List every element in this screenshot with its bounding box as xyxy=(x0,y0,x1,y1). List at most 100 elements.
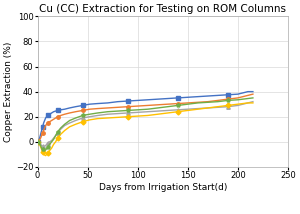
R1A xyxy=(42,122,45,124)
R1D xyxy=(45,153,48,156)
R1D xyxy=(136,115,140,117)
R1 xyxy=(63,123,66,126)
R1A xyxy=(116,100,119,103)
R1B xyxy=(48,120,51,123)
R1C xyxy=(146,110,150,113)
R1D xyxy=(37,142,40,144)
R1A xyxy=(39,133,42,136)
R1D xyxy=(44,154,47,157)
R1A xyxy=(236,93,240,95)
R1D xyxy=(74,123,77,126)
R1D xyxy=(116,116,119,119)
R1C xyxy=(43,145,46,147)
R1D xyxy=(206,107,210,109)
R1B xyxy=(186,102,190,104)
R1B xyxy=(63,113,66,116)
Line: R1C: R1C xyxy=(36,100,255,149)
R1A xyxy=(126,100,130,102)
R1A xyxy=(106,102,110,104)
R1D xyxy=(39,146,42,148)
R1 xyxy=(81,114,85,117)
R1C xyxy=(39,143,42,146)
R1B xyxy=(74,110,77,113)
R1 xyxy=(36,141,39,143)
R1 xyxy=(74,117,77,119)
R1A xyxy=(46,114,50,117)
R1C xyxy=(63,124,66,127)
R1D xyxy=(241,102,245,105)
R1D xyxy=(126,115,130,118)
R1A xyxy=(176,97,180,99)
R1 xyxy=(44,149,47,151)
R1D xyxy=(68,125,71,128)
R1B xyxy=(54,117,57,119)
R1A xyxy=(48,113,51,116)
R1 xyxy=(50,141,53,143)
R1B xyxy=(38,139,41,141)
R1A xyxy=(52,110,56,113)
R1D xyxy=(48,149,51,152)
R1D xyxy=(59,133,62,136)
R1 xyxy=(156,107,160,109)
R1B xyxy=(226,98,230,100)
R1B xyxy=(45,123,48,126)
R1A xyxy=(81,104,85,107)
R1D xyxy=(81,120,85,123)
R1A xyxy=(186,96,190,99)
R1A xyxy=(246,90,250,93)
R1 xyxy=(54,134,57,137)
R1A xyxy=(146,98,150,101)
R1A xyxy=(136,99,140,102)
R1B xyxy=(88,108,92,110)
R1D xyxy=(42,153,45,156)
R1D xyxy=(166,112,169,114)
R1 xyxy=(226,99,230,102)
R1A xyxy=(40,129,44,132)
R1 xyxy=(126,109,130,112)
R1C xyxy=(50,139,53,142)
R1B xyxy=(39,137,42,139)
R1D xyxy=(52,143,56,146)
R1 xyxy=(166,106,169,108)
R1 xyxy=(251,97,255,99)
R1C xyxy=(41,145,44,147)
R1A xyxy=(37,139,40,142)
R1C xyxy=(246,102,250,104)
R1D xyxy=(96,117,100,120)
R1B xyxy=(43,127,46,129)
R1C xyxy=(176,108,180,111)
R1 xyxy=(146,108,150,110)
R1 xyxy=(196,102,200,104)
R1B xyxy=(251,93,255,95)
Line: R1: R1 xyxy=(36,96,255,152)
R1 xyxy=(136,108,140,111)
R1 xyxy=(176,104,180,107)
R1C xyxy=(126,112,130,114)
R1C xyxy=(216,106,220,108)
R1 xyxy=(42,149,45,152)
R1C xyxy=(52,137,56,139)
R1 xyxy=(59,127,62,129)
R1C xyxy=(226,106,230,108)
R1 xyxy=(45,147,48,150)
R1C xyxy=(59,128,62,131)
R1 xyxy=(241,98,245,100)
R1B xyxy=(176,102,180,105)
R1 xyxy=(52,138,56,141)
Line: R1A: R1A xyxy=(36,90,255,144)
X-axis label: Days from Irrigation Start(d): Days from Irrigation Start(d) xyxy=(99,183,227,192)
R1B xyxy=(41,132,44,134)
R1C xyxy=(36,141,39,143)
R1A xyxy=(96,102,100,105)
R1D xyxy=(46,152,50,154)
R1 xyxy=(41,148,44,151)
R1C xyxy=(136,111,140,114)
R1C xyxy=(106,113,110,116)
Line: R1B: R1B xyxy=(36,92,255,144)
R1D xyxy=(40,148,44,151)
R1B xyxy=(96,107,100,110)
R1B xyxy=(52,118,56,120)
R1A xyxy=(226,94,230,96)
R1A xyxy=(41,125,44,128)
R1D xyxy=(88,119,92,121)
